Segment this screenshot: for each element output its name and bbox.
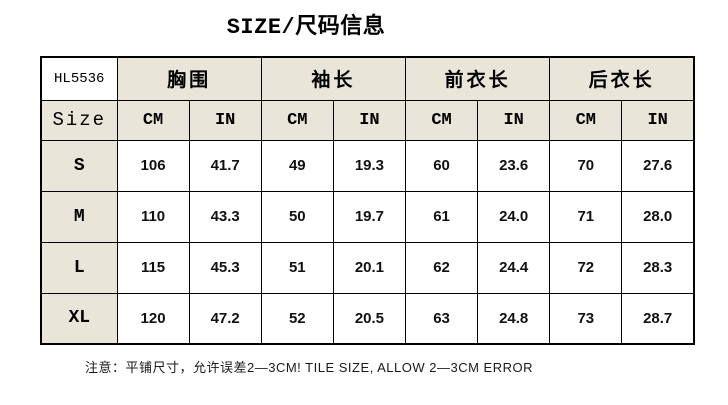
value-cell: 28.7 <box>621 292 695 345</box>
value-cell: 43.3 <box>188 190 262 243</box>
table-row: XL 120 47.2 52 20.5 63 24.8 73 28.7 <box>40 292 695 345</box>
unit-header-cell: CM <box>549 99 623 141</box>
unit-header-cell: CM <box>404 99 479 141</box>
value-cell: 106 <box>116 139 190 192</box>
value-cell: 110 <box>116 190 190 243</box>
table-row: M 110 43.3 50 19.7 61 24.0 71 28.0 <box>40 190 695 243</box>
group-header-sleeve: 袖长 <box>260 56 407 101</box>
group-header-front-length: 前衣长 <box>404 56 551 101</box>
size-cell: XL <box>40 292 118 345</box>
unit-header-row: Size CM IN CM IN CM IN CM IN <box>40 99 695 141</box>
unit-header-cell: IN <box>477 99 551 141</box>
value-cell: 50 <box>260 190 334 243</box>
value-cell: 23.6 <box>477 139 551 192</box>
value-cell: 24.4 <box>477 241 551 294</box>
value-cell: 61 <box>404 190 479 243</box>
value-cell: 71 <box>549 190 623 243</box>
value-cell: 27.6 <box>621 139 695 192</box>
value-cell: 120 <box>116 292 190 345</box>
value-cell: 20.5 <box>332 292 407 345</box>
model-code-cell: HL5536 <box>40 56 118 101</box>
value-cell: 115 <box>116 241 190 294</box>
value-cell: 20.1 <box>332 241 407 294</box>
table-row: L 115 45.3 51 20.1 62 24.4 72 28.3 <box>40 241 695 294</box>
value-cell: 51 <box>260 241 334 294</box>
value-cell: 47.2 <box>188 292 262 345</box>
value-cell: 41.7 <box>188 139 262 192</box>
value-cell: 63 <box>404 292 479 345</box>
value-cell: 60 <box>404 139 479 192</box>
size-cell: S <box>40 139 118 192</box>
value-cell: 73 <box>549 292 623 345</box>
page-title: SIZE/尺码信息 <box>226 15 386 40</box>
group-header-chest: 胸围 <box>116 56 262 101</box>
value-cell: 49 <box>260 139 334 192</box>
size-label-cell: Size <box>40 99 118 141</box>
unit-header-cell: CM <box>260 99 334 141</box>
note-text: 注意：平铺尺寸，允许误差2—3CM! TILE SIZE, ALLOW 2—3C… <box>85 360 533 375</box>
value-cell: 45.3 <box>188 241 262 294</box>
value-cell: 62 <box>404 241 479 294</box>
unit-header-cell: CM <box>116 99 190 141</box>
size-cell: M <box>40 190 118 243</box>
value-cell: 28.3 <box>621 241 695 294</box>
value-cell: 19.7 <box>332 190 407 243</box>
size-table: HL5536 胸围 袖长 前衣长 后衣长 Size CM IN CM IN CM… <box>40 56 695 345</box>
value-cell: 19.3 <box>332 139 407 192</box>
value-cell: 72 <box>549 241 623 294</box>
value-cell: 24.0 <box>477 190 551 243</box>
size-cell: L <box>40 241 118 294</box>
group-header-back-length: 后衣长 <box>549 56 695 101</box>
unit-header-cell: IN <box>188 99 262 141</box>
unit-header-cell: IN <box>621 99 695 141</box>
value-cell: 24.8 <box>477 292 551 345</box>
group-header-row: HL5536 胸围 袖长 前衣长 后衣长 <box>40 56 695 101</box>
table-row: S 106 41.7 49 19.3 60 23.6 70 27.6 <box>40 139 695 192</box>
value-cell: 28.0 <box>621 190 695 243</box>
value-cell: 70 <box>549 139 623 192</box>
value-cell: 52 <box>260 292 334 345</box>
unit-header-cell: IN <box>332 99 407 141</box>
